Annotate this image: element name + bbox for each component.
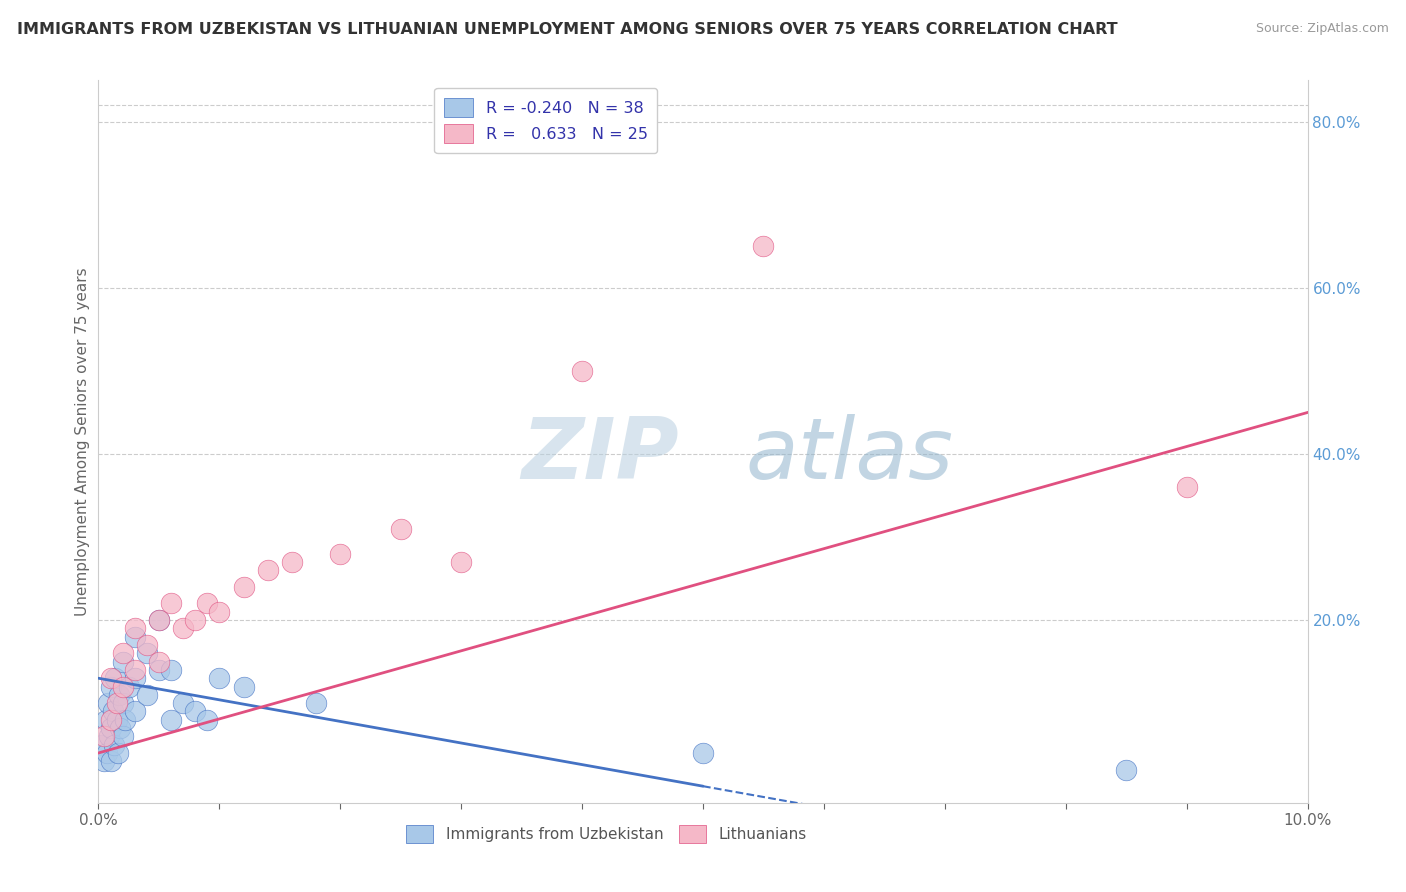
Point [148, 655, 170, 669]
Point [93, 730, 115, 744]
Point [96, 746, 118, 760]
Legend: Immigrants from Uzbekistan, Lithuanians: Immigrants from Uzbekistan, Lithuanians [399, 819, 813, 849]
Text: Source: ZipAtlas.com: Source: ZipAtlas.com [1256, 22, 1389, 36]
Point [160, 713, 183, 727]
Point [208, 605, 231, 619]
Point [111, 680, 134, 694]
Y-axis label: Unemployment Among Seniors over 75 years: Unemployment Among Seniors over 75 years [75, 268, 90, 615]
Point [103, 738, 125, 752]
Point [160, 663, 183, 677]
Point [91, 738, 114, 752]
Point [148, 613, 170, 627]
Point [104, 671, 127, 685]
Text: atlas: atlas [745, 415, 953, 498]
Point [232, 580, 254, 594]
Text: IMMIGRANTS FROM UZBEKISTAN VS LITHUANIAN UNEMPLOYMENT AMONG SENIORS OVER 75 YEAR: IMMIGRANTS FROM UZBEKISTAN VS LITHUANIAN… [17, 22, 1118, 37]
Point [160, 597, 183, 611]
Point [114, 713, 136, 727]
Point [389, 522, 412, 536]
Point [108, 721, 131, 735]
Point [98, 730, 121, 744]
Point [94, 713, 117, 727]
Point [305, 696, 328, 710]
Point [124, 663, 146, 677]
Point [124, 705, 146, 719]
Point [105, 696, 128, 710]
Point [752, 239, 775, 253]
Point [135, 646, 157, 660]
Point [111, 646, 134, 660]
Point [111, 696, 134, 710]
Point [172, 621, 194, 635]
Point [256, 563, 278, 577]
Point [100, 713, 122, 727]
Point [107, 746, 129, 760]
Point [692, 746, 714, 760]
Point [108, 688, 131, 702]
Point [100, 680, 122, 694]
Point [184, 705, 207, 719]
Point [124, 671, 146, 685]
Point [118, 680, 141, 694]
Point [100, 721, 122, 735]
Text: ZIP: ZIP [522, 415, 679, 498]
Point [111, 655, 134, 669]
Point [450, 555, 472, 569]
Point [101, 705, 124, 719]
Point [148, 663, 170, 677]
Point [195, 713, 218, 727]
Point [124, 630, 146, 644]
Point [135, 638, 157, 652]
Point [281, 555, 304, 569]
Point [100, 671, 122, 685]
Point [195, 597, 218, 611]
Point [184, 613, 207, 627]
Point [105, 713, 128, 727]
Point [124, 621, 146, 635]
Point [111, 730, 134, 744]
Point [329, 547, 352, 561]
Point [148, 613, 170, 627]
Point [100, 754, 122, 768]
Point [1115, 763, 1137, 777]
Point [232, 680, 254, 694]
Point [97, 696, 120, 710]
Point [172, 696, 194, 710]
Point [571, 364, 593, 378]
Point [93, 754, 115, 768]
Point [1175, 480, 1198, 494]
Point [208, 671, 231, 685]
Point [135, 688, 157, 702]
